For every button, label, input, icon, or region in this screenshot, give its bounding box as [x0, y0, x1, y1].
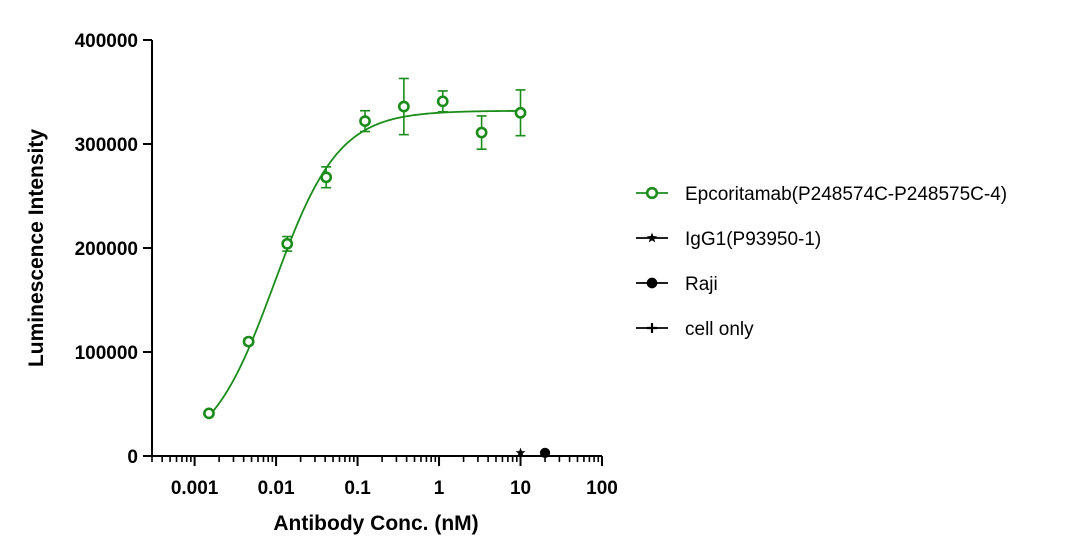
x-tick-label: 10 [510, 478, 531, 499]
legend-marker [646, 322, 658, 334]
legend: Epcoritamab(P248574C-P248575C-4) IgG1(P93… [636, 184, 1007, 340]
y-axis-title: Luminescence Intensity [25, 129, 48, 367]
data-point [436, 95, 449, 108]
legend-item: Raji [636, 274, 718, 295]
y-tick-label: 300000 [75, 135, 138, 156]
legend-marker [646, 277, 658, 289]
x-tick-label: 1 [434, 478, 445, 499]
series-1-points [515, 447, 526, 458]
data-point [397, 100, 410, 113]
data-point [320, 171, 333, 184]
legend-item: cell only [636, 319, 754, 340]
x-tick-label: 0.01 [258, 478, 295, 499]
y-tick-label: 0 [127, 447, 138, 468]
legend-item: Epcoritamab(P248574C-P248575C-4) [636, 184, 1007, 205]
fit-curve [208, 109, 521, 417]
fit-curves [208, 109, 521, 417]
legend-marker [646, 232, 658, 243]
legend-marker [645, 186, 659, 200]
legend-label: Raji [685, 274, 718, 295]
data-point [242, 335, 255, 348]
y-tick-label: 100000 [75, 343, 138, 364]
data-point [359, 115, 371, 128]
y-tick-label: 400000 [75, 31, 138, 52]
y-tick-label: 200000 [75, 239, 138, 260]
data-point [475, 126, 488, 139]
data-points [203, 77, 551, 458]
data-point [539, 447, 551, 458]
legend-item: IgG1(P93950-1) [636, 229, 821, 250]
axes: 0 100000 200000 300000 400000 0.001 0.01 0.1 1 10… [75, 31, 618, 499]
x-tick-label: 100 [586, 478, 618, 499]
series-2-points [539, 447, 551, 458]
x-tick-label: 0.001 [171, 478, 219, 499]
data-point [203, 407, 215, 420]
legend-label: cell only [685, 319, 754, 340]
data-point [281, 237, 294, 250]
x-axis-title: Antibody Conc. (nM) [273, 512, 478, 535]
series-0-points [203, 77, 527, 420]
data-point [515, 447, 526, 458]
legend-label: Epcoritamab(P248574C-P248575C-4) [685, 184, 1007, 205]
legend-label: IgG1(P93950-1) [685, 229, 821, 250]
x-tick-label: 0.1 [344, 478, 371, 499]
data-point [514, 106, 527, 119]
